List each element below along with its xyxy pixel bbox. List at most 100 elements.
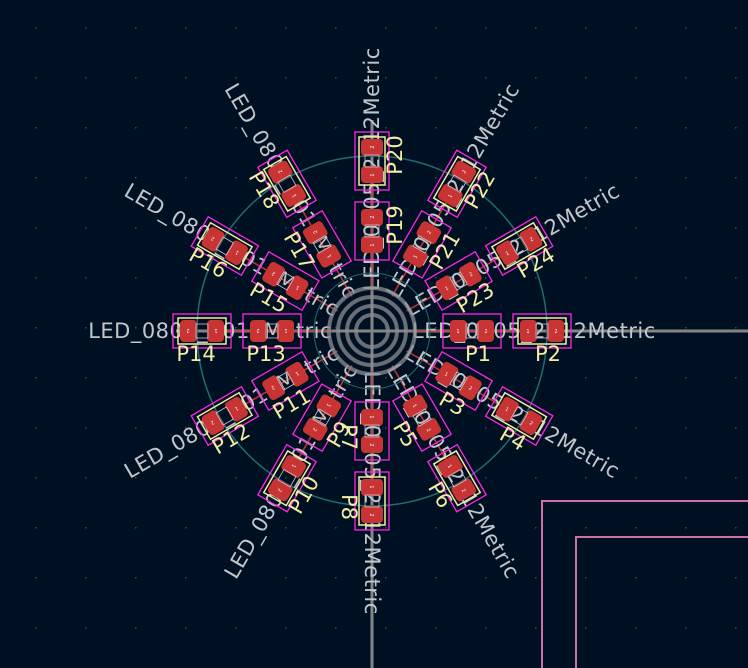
smd-pad-1[interactable] (280, 454, 308, 480)
smd-pad-2[interactable] (518, 409, 544, 437)
smd-pad-1[interactable] (284, 360, 310, 388)
trace-segment[interactable] (406, 350, 511, 412)
smd-pad-1[interactable] (401, 243, 429, 269)
smd-pad-1[interactable] (520, 320, 537, 342)
led-footprint[interactable]: 12 (250, 350, 320, 412)
smd-pad-2[interactable] (266, 159, 294, 185)
smd-pad-2[interactable] (457, 374, 483, 402)
led-footprint[interactable]: 12 (256, 443, 318, 513)
ref-designator-p14[interactable]: P14 (176, 342, 215, 366)
led-footprint[interactable]: 12 (354, 401, 390, 461)
smd-pad-1[interactable] (361, 479, 383, 496)
trace-segment[interactable] (291, 192, 353, 297)
trace-segment[interactable] (406, 250, 511, 312)
trace-segment[interactable] (233, 250, 338, 312)
grid-dot (435, 177, 437, 179)
led-footprint[interactable]: 12 (291, 209, 353, 279)
trace-segment[interactable] (391, 192, 453, 297)
led-footprint[interactable]: 12 (354, 131, 390, 191)
smd-pad-1[interactable] (284, 274, 310, 302)
smd-pad-2[interactable] (200, 225, 226, 253)
led-footprint[interactable]: 12 (242, 313, 302, 349)
smd-pad-1[interactable] (436, 454, 464, 480)
trace-segment[interactable] (391, 365, 453, 470)
smd-pad-2[interactable] (518, 225, 544, 253)
smd-pad-2[interactable] (361, 139, 383, 156)
trace-segment[interactable] (291, 365, 353, 470)
pad-net-label: 2 (484, 329, 487, 335)
ref-designator-p20[interactable]: P20 (383, 135, 407, 174)
led-footprint[interactable]: 12 (391, 383, 453, 453)
led-footprint[interactable]: 12 (426, 443, 488, 513)
smd-pad-1[interactable] (434, 360, 460, 388)
pad-net-label: 2 (271, 270, 277, 277)
smd-pad-2[interactable] (415, 416, 443, 442)
smd-pad-1[interactable] (224, 395, 250, 423)
trace-segment[interactable] (233, 350, 338, 412)
smd-pad-1[interactable] (207, 320, 224, 342)
led-footprint[interactable]: 12 (190, 215, 260, 277)
smd-pad-1[interactable] (436, 183, 464, 209)
led-footprint[interactable]: 12 (250, 250, 320, 312)
led-footprint[interactable]: 12 (391, 209, 453, 279)
smd-pad-1[interactable] (361, 409, 383, 426)
smd-pad-1[interactable] (361, 236, 383, 253)
led-footprint[interactable]: 12 (190, 385, 260, 447)
grid-dot (85, 227, 87, 229)
led-footprint[interactable]: 12 (354, 201, 390, 261)
led-footprint[interactable]: 12 (484, 215, 554, 277)
led-footprint[interactable]: 12 (484, 385, 554, 447)
smd-pad-1[interactable] (277, 320, 294, 342)
smd-pad-2[interactable] (200, 409, 226, 437)
ref-designator-p8[interactable]: P8 (337, 494, 361, 520)
led-footprint[interactable]: 12 (426, 149, 488, 219)
smd-pad-1[interactable] (401, 393, 429, 419)
smd-pad-2[interactable] (361, 209, 383, 226)
smd-pad-2[interactable] (477, 320, 494, 342)
led-footprint[interactable]: 12 (256, 149, 318, 219)
led-footprint[interactable]: 12 (291, 383, 353, 453)
smd-pad-2[interactable] (547, 320, 564, 342)
center-text-overlap (327, 286, 417, 376)
smd-pad-2[interactable] (415, 220, 443, 246)
smd-pad-1[interactable] (280, 183, 308, 209)
smd-pad-1[interactable] (450, 320, 467, 342)
grid-dot (685, 127, 687, 129)
smd-pad-2[interactable] (261, 260, 287, 288)
grid-dot (35, 427, 37, 429)
smd-pad-2[interactable] (261, 374, 287, 402)
ref-designator-p13[interactable]: P13 (246, 342, 285, 366)
center-text-overlap (336, 295, 408, 367)
smd-pad-2[interactable] (266, 477, 294, 503)
smd-pad-1[interactable] (315, 243, 343, 269)
led-footprint[interactable]: 12 (424, 250, 494, 312)
courtyard-outline (424, 350, 494, 412)
ref-designator-p1[interactable]: P1 (465, 342, 491, 366)
ref-designator-p2[interactable]: P2 (535, 342, 561, 366)
smd-pad-2[interactable] (361, 436, 383, 453)
smd-pad-1[interactable] (224, 239, 250, 267)
smd-pad-1[interactable] (361, 166, 383, 183)
smd-pad-2[interactable] (450, 159, 478, 185)
smd-pad-2[interactable] (301, 416, 329, 442)
led-footprint[interactable]: 12 (424, 350, 494, 412)
smd-pad-2[interactable] (180, 320, 197, 342)
ref-label-group: P1 (465, 342, 491, 366)
smd-pad-1[interactable] (434, 274, 460, 302)
smd-pad-2[interactable] (457, 260, 483, 288)
led-footprint[interactable]: 12 (354, 471, 390, 531)
smd-pad-1[interactable] (495, 239, 521, 267)
smd-pad-1[interactable] (495, 395, 521, 423)
smd-pad-2[interactable] (361, 506, 383, 523)
led-footprint[interactable]: 12 (172, 313, 232, 349)
smd-pad-2[interactable] (450, 477, 478, 503)
smd-pad-1[interactable] (315, 393, 343, 419)
ref-label-group: P20 (383, 135, 407, 174)
smd-pad-2[interactable] (250, 320, 267, 342)
ref-designator-p7[interactable]: P7 (337, 424, 361, 450)
ref-designator-p19[interactable]: P19 (383, 205, 407, 244)
smd-pad-2[interactable] (301, 220, 329, 246)
